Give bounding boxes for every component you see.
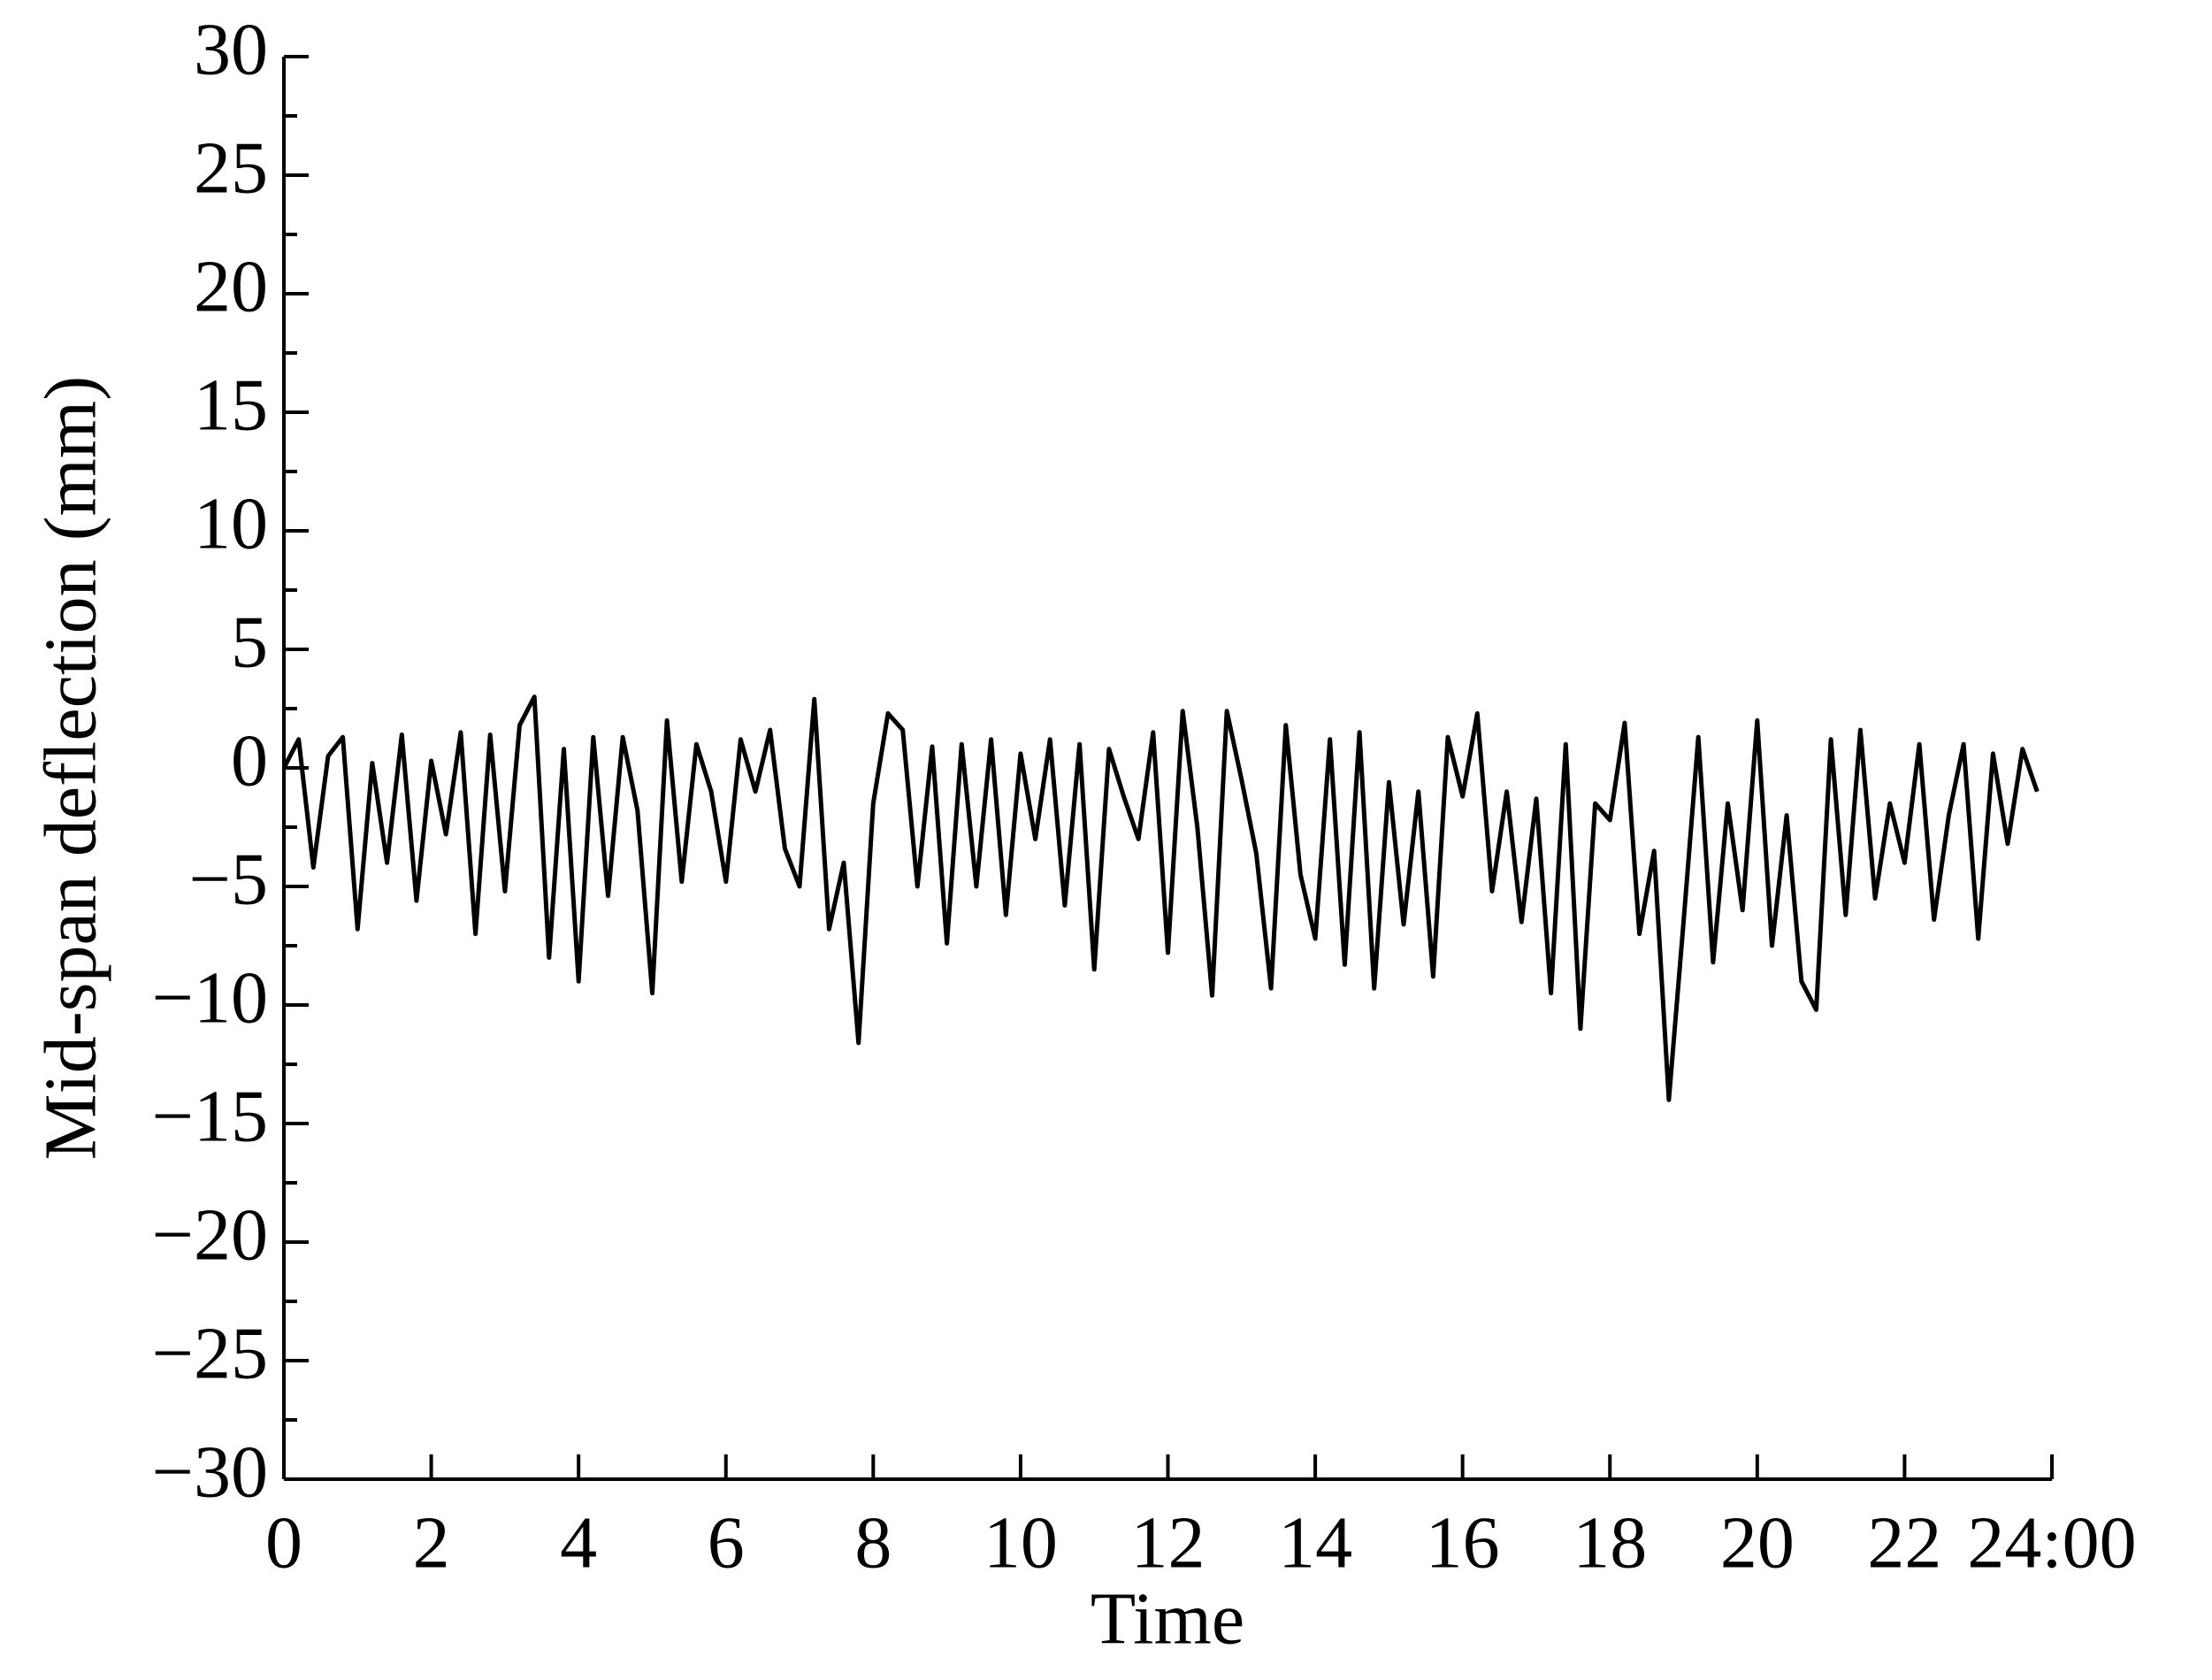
x-tick-label: 0 [265, 1501, 302, 1584]
y-tick-label: −5 [189, 838, 268, 920]
y-tick-label: −10 [152, 956, 268, 1039]
data-line [281, 694, 2040, 1102]
y-tick-label: 30 [194, 8, 268, 90]
y-tick-label: −30 [152, 1431, 268, 1513]
x-tick-label: 2 [413, 1501, 450, 1584]
x-tick-label: 20 [1720, 1501, 1795, 1584]
x-tick-label: 16 [1426, 1501, 1500, 1584]
x-tick-label: 10 [984, 1501, 1058, 1584]
y-tick-label: 20 [194, 245, 268, 327]
x-tick-label: 4 [560, 1501, 597, 1584]
y-tick-label: −15 [152, 1075, 268, 1157]
x-tick-label: 6 [708, 1501, 745, 1584]
x-tick-label: 12 [1131, 1501, 1206, 1584]
x-tick-label: 14 [1278, 1501, 1352, 1584]
y-tick-label: 5 [231, 601, 268, 683]
x-tick-label: 8 [854, 1501, 892, 1584]
y-axis-title: Mid-span deflection (mm) [29, 376, 111, 1160]
y-tick-label: 0 [231, 719, 268, 802]
x-tick-label: 24:00 [1967, 1501, 2136, 1584]
y-tick-label: −25 [152, 1312, 268, 1394]
y-tick-label: −20 [152, 1193, 268, 1276]
y-tick-label: 25 [194, 127, 268, 209]
y-tick-label: 15 [194, 364, 268, 446]
x-tick-label: 22 [1867, 1501, 1941, 1584]
y-tick-label: 10 [194, 482, 268, 564]
x-axis-title: Time [1091, 1577, 1244, 1660]
x-tick-label: 18 [1573, 1501, 1647, 1584]
